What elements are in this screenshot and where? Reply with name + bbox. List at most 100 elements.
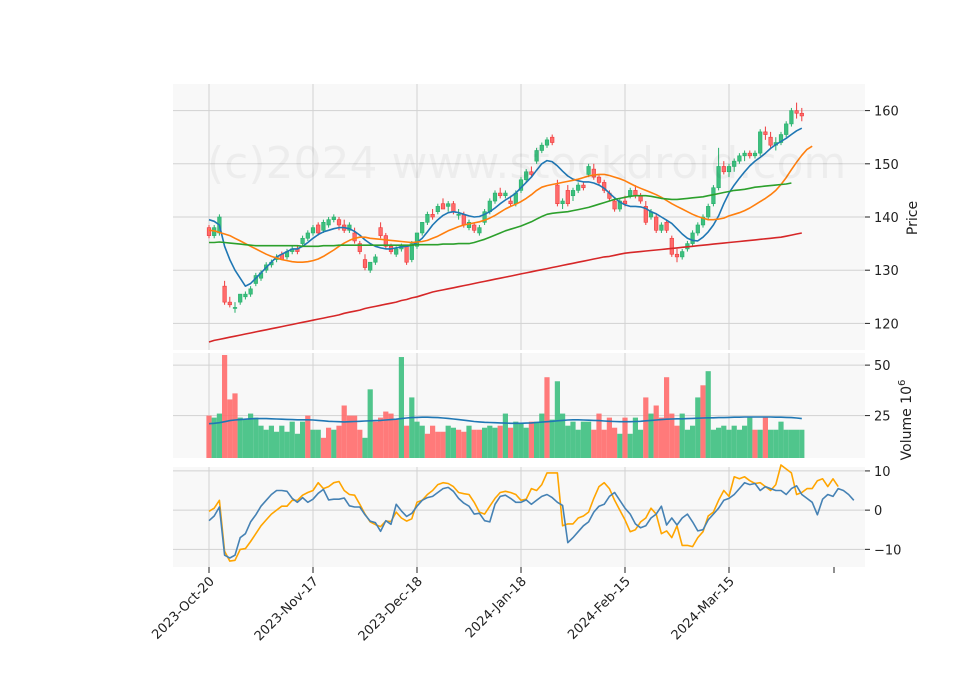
candle-down	[721, 161, 726, 175]
volume-bar-up	[253, 417, 259, 458]
y-tick-label: 130	[874, 264, 899, 279]
candle-body	[789, 110, 794, 125]
candle-down	[550, 134, 555, 146]
candle-body	[503, 192, 508, 197]
candle-down	[794, 102, 799, 119]
candle-up	[331, 214, 336, 223]
x-tick-label: 2023-Nov-17	[252, 574, 322, 644]
oscillator-line-b	[208, 464, 839, 562]
candle-body	[706, 206, 711, 218]
candle-up	[435, 203, 440, 215]
candle-body	[425, 214, 430, 223]
oscillator-panel	[173, 467, 865, 567]
x-tick-label: 2023-Dec-18	[356, 574, 426, 644]
volume-bar-up	[799, 429, 805, 458]
volume-axis-exponent: 6	[897, 380, 908, 386]
volume-bar-up	[331, 429, 337, 458]
candle-body	[752, 152, 758, 157]
volume-bar-up	[648, 413, 654, 458]
volume-bar-up	[367, 389, 373, 458]
volume-bar-down	[341, 405, 347, 458]
candle-down	[591, 163, 596, 180]
volume-bar-down	[461, 431, 467, 458]
candle-body	[461, 214, 466, 226]
candle-body	[477, 227, 482, 234]
y-tick-label: −10	[874, 543, 901, 558]
candle-up	[477, 224, 482, 236]
candle-body	[238, 293, 243, 303]
volume-bar-up	[716, 427, 722, 458]
volume-bar-up	[731, 425, 737, 458]
volume-bar-up	[638, 429, 644, 458]
volume-bar-up	[237, 417, 243, 458]
volume-ma-line	[208, 416, 802, 425]
candle-body	[742, 152, 747, 157]
candle-up	[373, 254, 378, 265]
candle-up	[659, 222, 664, 233]
candle-up	[560, 198, 565, 210]
volume-bar-up	[549, 419, 555, 458]
candle-down	[227, 296, 232, 308]
volume-bar-down	[653, 405, 659, 458]
volume-bar-down	[762, 417, 768, 458]
candle-body	[586, 166, 591, 175]
volume-bar-down	[669, 413, 675, 458]
volume-bar-down	[336, 425, 342, 458]
volume-bar-up	[242, 419, 248, 458]
volume-bar-up	[679, 413, 685, 458]
candle-body	[404, 245, 409, 263]
volume-bar-up	[695, 397, 701, 458]
volume-bar-down	[326, 427, 332, 458]
ma-mid-line	[208, 145, 813, 264]
candle-body	[435, 206, 440, 212]
candle-body	[446, 203, 451, 207]
candle-body	[617, 200, 622, 210]
volume-bar-up	[742, 425, 748, 458]
candle-body	[768, 136, 773, 146]
candle-body	[690, 232, 695, 244]
volume-bar-up	[768, 429, 774, 458]
oscillator-panel-background	[173, 467, 865, 567]
candle-body	[430, 214, 435, 218]
volume-bar-up	[560, 413, 566, 458]
volume-bar-down	[601, 429, 607, 458]
volume-bar-down	[471, 429, 477, 458]
candle-down	[357, 240, 362, 255]
volume-bar-up	[523, 427, 529, 458]
candle-body	[420, 222, 425, 234]
candle-body	[508, 200, 513, 204]
candle-up	[570, 187, 576, 202]
volume-bar-up	[258, 425, 264, 458]
candle-body	[524, 171, 529, 181]
volume-bar-down	[700, 385, 706, 458]
volume-bar-down	[456, 429, 462, 458]
volume-bar-down	[378, 417, 384, 458]
candle-up	[456, 209, 461, 220]
volume-bar-down	[591, 429, 597, 458]
volume-bar-up	[315, 429, 321, 458]
candle-body	[451, 203, 456, 212]
volume-bar-down	[372, 421, 378, 458]
volume-bar-up	[450, 427, 456, 458]
volume-bar-up	[684, 429, 690, 458]
y-tick-label: 150	[874, 158, 899, 173]
candle-body	[227, 301, 232, 306]
volume-bar-down	[664, 377, 670, 458]
volume-bar-up	[773, 429, 779, 458]
volume-bar-up	[398, 357, 404, 458]
volume-bar-up	[492, 427, 498, 458]
candle-body	[352, 232, 357, 242]
candle-down	[664, 219, 669, 233]
candle-up	[716, 147, 721, 191]
candle-up	[534, 147, 539, 164]
candle-body	[336, 219, 342, 226]
candle-body	[700, 216, 706, 226]
volume-bar-up	[445, 425, 451, 458]
candle-body	[232, 307, 238, 309]
volume-bar-up	[466, 425, 472, 458]
volume-bar-down	[383, 411, 389, 458]
candle-down	[498, 187, 503, 199]
volume-bar-down	[596, 413, 602, 458]
candle-down	[404, 245, 409, 265]
candle-down	[747, 150, 752, 159]
